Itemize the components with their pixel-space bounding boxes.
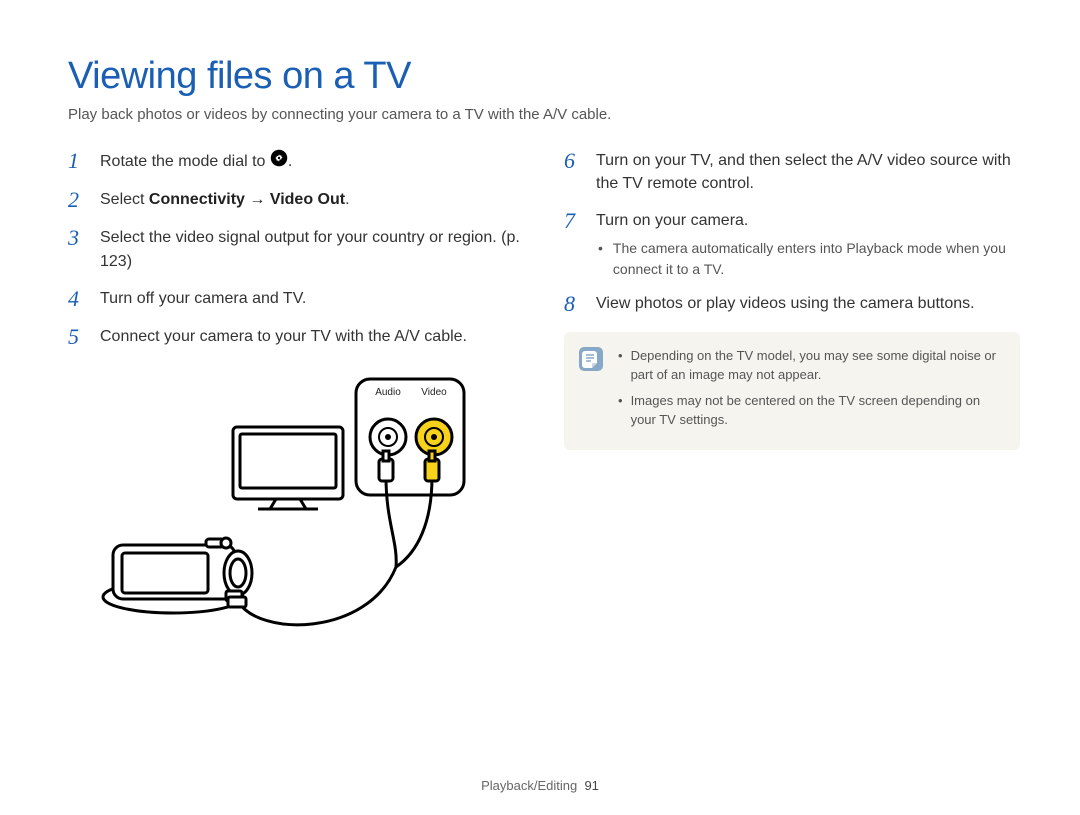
note-text: Images may not be centered on the TV scr…: [631, 391, 1004, 430]
video-jack-label: Video: [416, 387, 452, 398]
step-7: 7 Turn on your camera.: [564, 209, 1020, 233]
note-icon: [578, 346, 604, 378]
right-column: 6 Turn on your TV, and then select the A…: [564, 149, 1020, 652]
note-text: Depending on the TV model, you may see s…: [631, 346, 1004, 385]
note-item: • Images may not be centered on the TV s…: [618, 391, 1004, 430]
content-columns: 1 Rotate the mode dial to . 2 Select Con…: [68, 149, 1020, 652]
footer-section: Playback/Editing: [481, 778, 577, 793]
step-number: 3: [68, 226, 94, 250]
av-cable-diagram-svg: [98, 367, 468, 647]
left-column: 1 Rotate the mode dial to . 2 Select Con…: [68, 149, 524, 652]
step-4: 4 Turn off your camera and TV.: [68, 287, 524, 311]
step-body: Turn on your TV, and then select the A/V…: [596, 149, 1020, 195]
bullet-dot: •: [598, 238, 603, 280]
bullet-dot: •: [618, 346, 623, 385]
step-text-suffix: .: [288, 153, 292, 170]
step-text-bold: Connectivity → Video Out: [149, 191, 345, 208]
step-number: 2: [68, 188, 94, 212]
step-7-sub-bullet: • The camera automatically enters into P…: [598, 238, 1020, 280]
footer-page-number: 91: [584, 778, 598, 793]
step-body: Connect your camera to your TV with the …: [100, 325, 524, 348]
step-number: 6: [564, 149, 590, 173]
step-3: 3 Select the video signal output for you…: [68, 226, 524, 272]
step-2: 2 Select Connectivity → Video Out.: [68, 188, 524, 212]
sub-bullet-text: The camera automatically enters into Pla…: [613, 238, 1020, 280]
audio-jack-label: Audio: [370, 387, 406, 398]
page-subtitle: Play back photos or videos by connecting…: [68, 106, 1020, 123]
connection-illustration: Audio Video: [98, 367, 468, 652]
step-number: 1: [68, 149, 94, 173]
step-body: Select the video signal output for your …: [100, 226, 524, 272]
page-root: Viewing files on a TV Play back photos o…: [0, 0, 1080, 815]
step-6: 6 Turn on your TV, and then select the A…: [564, 149, 1020, 195]
page-footer: Playback/Editing 91: [0, 778, 1080, 793]
step-8: 8 View photos or play videos using the c…: [564, 292, 1020, 316]
step-body: View photos or play videos using the cam…: [596, 292, 1020, 315]
step-text-prefix: Select: [100, 191, 149, 208]
step-number: 4: [68, 287, 94, 311]
note-box: • Depending on the TV model, you may see…: [564, 332, 1020, 450]
step-body: Turn off your camera and TV.: [100, 287, 524, 310]
step-number: 8: [564, 292, 590, 316]
gear-icon: [270, 149, 288, 174]
step-1: 1 Rotate the mode dial to .: [68, 149, 524, 174]
note-item: • Depending on the TV model, you may see…: [618, 346, 1004, 385]
step-body: Select Connectivity → Video Out.: [100, 188, 524, 211]
bullet-dot: •: [618, 391, 623, 430]
step-body: Rotate the mode dial to .: [100, 149, 524, 174]
step-text-suffix: .: [345, 191, 349, 208]
step-body: Turn on your camera.: [596, 209, 1020, 232]
step-number: 5: [68, 325, 94, 349]
step-5: 5 Connect your camera to your TV with th…: [68, 325, 524, 349]
page-title: Viewing files on a TV: [68, 55, 1020, 98]
step-number: 7: [564, 209, 590, 233]
step-text-prefix: Rotate the mode dial to: [100, 153, 270, 170]
